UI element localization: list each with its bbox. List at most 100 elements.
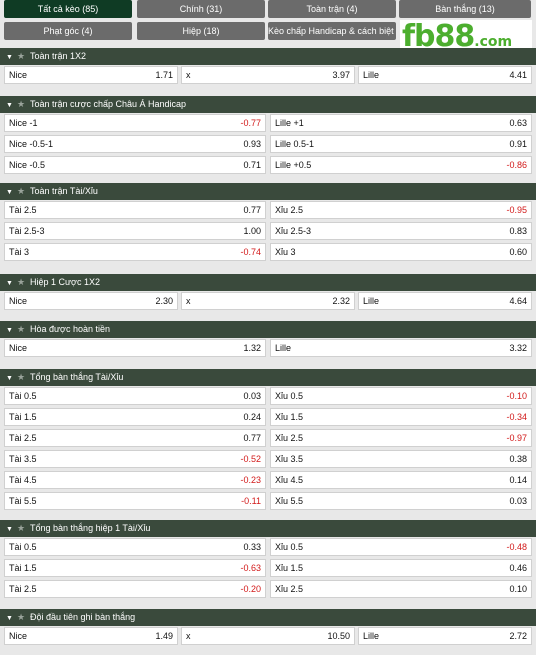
- odds-cell[interactable]: Nice 2.30: [4, 292, 178, 310]
- odds-cell[interactable]: Xỉu 1.5 -0.34: [270, 408, 532, 426]
- tab-full-match[interactable]: Toàn trận (4): [268, 0, 396, 18]
- odds-cell[interactable]: Nice 1.49: [4, 627, 178, 645]
- star-icon[interactable]: ★: [16, 51, 26, 61]
- selection-label: Xỉu 1.5: [275, 412, 304, 422]
- odds-cell[interactable]: Xỉu 2.5 -0.97: [270, 429, 532, 447]
- selection-label: Nice: [9, 296, 28, 306]
- odds-value: 2.32: [332, 296, 350, 306]
- odds-row: Tài 1.5 0.24 Xỉu 1.5 -0.34: [0, 408, 536, 426]
- odds-cell[interactable]: Nice -0.5 0.71: [4, 156, 266, 174]
- star-icon[interactable]: ★: [16, 612, 26, 622]
- odds-value: 0.60: [509, 247, 527, 257]
- odds-cell[interactable]: Lille 3.32: [270, 339, 532, 357]
- chevron-down-icon[interactable]: ▼: [6, 102, 13, 109]
- section-header[interactable]: ▼ ★ Toàn trận Tài/Xỉu: [0, 183, 536, 200]
- tab-all-odds[interactable]: Tất cả kèo (85): [4, 0, 132, 18]
- odds-cell[interactable]: Nice -1 -0.77: [4, 114, 266, 132]
- odds-cell[interactable]: Tài 2.5-3 1.00: [4, 222, 266, 240]
- tab-goals[interactable]: Bàn thắng (13): [399, 0, 531, 18]
- chevron-down-icon[interactable]: ▼: [6, 375, 13, 382]
- odds-value: -0.34: [506, 412, 527, 422]
- odds-row: Nice 1.49 x 10.50 Lille 2.72: [0, 627, 536, 645]
- section-header[interactable]: ▼ ★ Tổng bàn thắng Tài/Xỉu: [0, 369, 536, 386]
- odds-value: 4.41: [509, 70, 527, 80]
- odds-cell[interactable]: Nice 1.71: [4, 66, 178, 84]
- odds-cell[interactable]: Lille 0.5-1 0.91: [270, 135, 532, 153]
- section-header[interactable]: ▼ ★ Hòa được hoàn tiền: [0, 321, 536, 338]
- odds-cell[interactable]: Tài 4.5 -0.23: [4, 471, 266, 489]
- selection-label: Tài 1.5: [9, 563, 37, 573]
- section-title: Hòa được hoàn tiền: [30, 324, 110, 334]
- odds-cell[interactable]: Tài 2.5 0.77: [4, 201, 266, 219]
- odds-cell[interactable]: Lille 4.41: [358, 66, 532, 84]
- odds-value: 0.33: [243, 542, 261, 552]
- odds-cell[interactable]: Nice 1.32: [4, 339, 266, 357]
- odds-cell[interactable]: Tài 3 -0.74: [4, 243, 266, 261]
- chevron-down-icon[interactable]: ▼: [6, 54, 13, 61]
- odds-cell[interactable]: Xỉu 0.5 -0.10: [270, 387, 532, 405]
- odds-cell[interactable]: Tài 0.5 0.33: [4, 538, 266, 556]
- odds-cell[interactable]: Xỉu 2.5 0.10: [270, 580, 532, 598]
- section-header[interactable]: ▼ ★ Đội đầu tiên ghi bàn thắng: [0, 609, 536, 626]
- selection-label: Tài 0.5: [9, 391, 37, 401]
- star-icon[interactable]: ★: [16, 324, 26, 334]
- odds-cell[interactable]: Lille +1 0.63: [270, 114, 532, 132]
- odds-cell[interactable]: Xỉu 2.5 -0.95: [270, 201, 532, 219]
- tab-corners[interactable]: Phạt góc (4): [4, 22, 132, 40]
- chevron-down-icon[interactable]: ▼: [6, 280, 13, 287]
- odds-cell[interactable]: Tài 0.5 0.03: [4, 387, 266, 405]
- chevron-down-icon[interactable]: ▼: [6, 526, 13, 533]
- odds-cell[interactable]: Xỉu 0.5 -0.48: [270, 538, 532, 556]
- odds-cell[interactable]: x 10.50: [181, 627, 355, 645]
- odds-cell[interactable]: Tài 1.5 0.24: [4, 408, 266, 426]
- selection-label: Xỉu 1.5: [275, 563, 304, 573]
- chevron-down-icon[interactable]: ▼: [6, 327, 13, 334]
- selection-label: x: [186, 631, 191, 641]
- chevron-down-icon[interactable]: ▼: [6, 615, 13, 622]
- odds-cell[interactable]: Tài 5.5 -0.11: [4, 492, 266, 510]
- odds-value: 10.50: [327, 631, 350, 641]
- selection-label: Nice -0.5: [9, 160, 46, 170]
- odds-cell[interactable]: Tài 3.5 -0.52: [4, 450, 266, 468]
- section-header[interactable]: ▼ ★ Toàn trận cược chấp Châu Á Handicap: [0, 96, 536, 113]
- odds-cell[interactable]: x 2.32: [181, 292, 355, 310]
- odds-value: 1.71: [155, 70, 173, 80]
- star-icon[interactable]: ★: [16, 186, 26, 196]
- odds-cell[interactable]: Xỉu 2.5-3 0.83: [270, 222, 532, 240]
- odds-cell[interactable]: Lille 4.64: [358, 292, 532, 310]
- odds-value: -0.97: [506, 433, 527, 443]
- odds-cell[interactable]: Xỉu 4.5 0.14: [270, 471, 532, 489]
- odds-value: -0.95: [506, 205, 527, 215]
- odds-cell[interactable]: Xỉu 5.5 0.03: [270, 492, 532, 510]
- selection-label: Tài 1.5: [9, 412, 37, 422]
- tab-main[interactable]: Chính (31): [137, 0, 265, 18]
- section-title: Toàn trận cược chấp Châu Á Handicap: [30, 99, 187, 109]
- odds-cell[interactable]: Lille 2.72: [358, 627, 532, 645]
- odds-cell[interactable]: Tài 2.5 0.77: [4, 429, 266, 447]
- odds-row: Tài 5.5 -0.11 Xỉu 5.5 0.03: [0, 492, 536, 510]
- odds-cell[interactable]: Xỉu 1.5 0.46: [270, 559, 532, 577]
- odds-cell[interactable]: Xỉu 3.5 0.38: [270, 450, 532, 468]
- odds-cell[interactable]: Nice -0.5-1 0.93: [4, 135, 266, 153]
- star-icon[interactable]: ★: [16, 523, 26, 533]
- star-icon[interactable]: ★: [16, 277, 26, 287]
- selection-label: Tài 2.5: [9, 584, 37, 594]
- star-icon[interactable]: ★: [16, 99, 26, 109]
- odds-cell[interactable]: Lille +0.5 -0.86: [270, 156, 532, 174]
- section-header[interactable]: ▼ ★ Tổng bàn thắng hiệp 1 Tài/Xỉu: [0, 520, 536, 537]
- odds-cell[interactable]: Xỉu 3 0.60: [270, 243, 532, 261]
- tab-handicap[interactable]: Kèo chấp Handicap & cách biệt (3): [268, 22, 396, 40]
- chevron-down-icon[interactable]: ▼: [6, 189, 13, 196]
- odds-cell[interactable]: Tài 2.5 -0.20: [4, 580, 266, 598]
- section-header[interactable]: ▼ ★ Hiệp 1 Cược 1X2: [0, 274, 536, 291]
- selection-label: Lille +0.5: [275, 160, 312, 170]
- section-doi-dau-tien-ghi-ban-thang: ▼ ★ Đội đầu tiên ghi bàn thắng: [0, 609, 536, 626]
- section-header[interactable]: ▼ ★ Toàn trận 1X2: [0, 48, 536, 65]
- odds-cell[interactable]: Tài 1.5 -0.63: [4, 559, 266, 577]
- tab-half[interactable]: Hiệp (18): [137, 22, 265, 40]
- section-hiep-1-cuoc-1x2: ▼ ★ Hiệp 1 Cược 1X2: [0, 274, 536, 291]
- odds-row: Tài 3 -0.74 Xỉu 3 0.60: [0, 243, 536, 261]
- selection-label: Xỉu 3.5: [275, 454, 304, 464]
- star-icon[interactable]: ★: [16, 372, 26, 382]
- odds-cell[interactable]: x 3.97: [181, 66, 355, 84]
